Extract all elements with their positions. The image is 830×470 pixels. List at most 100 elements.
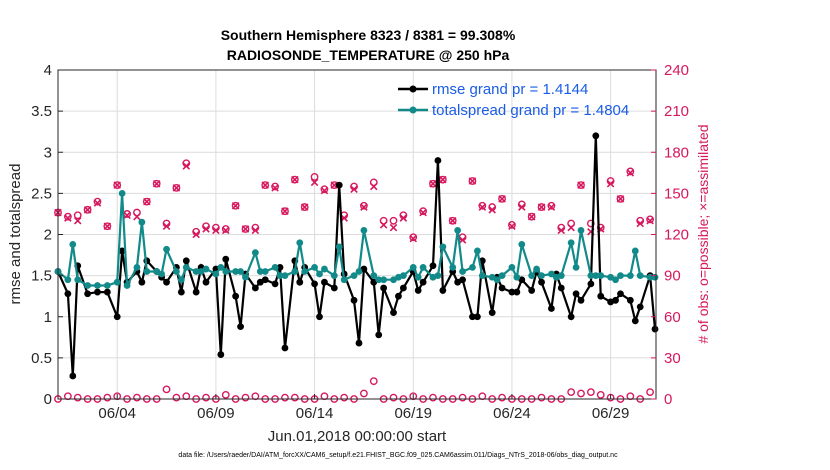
assimilated-obs-marker bbox=[458, 236, 467, 244]
series-point-1 bbox=[651, 273, 659, 281]
series-line-0 bbox=[56, 135, 657, 377]
legend: rmse grand pr = 1.4144 totalspread grand… bbox=[398, 81, 629, 119]
assimilated-obs-marker bbox=[162, 222, 171, 231]
assimilated-obs-marker bbox=[320, 186, 329, 195]
series-point-1 bbox=[335, 243, 343, 251]
y-tick-label-right: 0 bbox=[664, 391, 672, 408]
possible-obs-marker bbox=[93, 197, 102, 206]
possible-obs-marker bbox=[320, 185, 329, 194]
assimilated-obs-marker bbox=[389, 223, 398, 232]
y-tick-label-right: 210 bbox=[664, 103, 689, 120]
series-point-1 bbox=[419, 264, 427, 271]
series-point-0 bbox=[612, 296, 619, 304]
possible-obs-marker bbox=[172, 393, 181, 402]
possible-obs-marker bbox=[586, 219, 595, 228]
assimilated-obs-marker bbox=[616, 195, 625, 203]
series-point-1 bbox=[360, 226, 368, 234]
series-point-1 bbox=[113, 278, 121, 286]
series-point-1 bbox=[547, 270, 555, 278]
assimilated-obs-marker bbox=[281, 207, 289, 215]
possible-obs-marker bbox=[133, 393, 141, 402]
possible-obs-marker bbox=[409, 233, 418, 242]
series-point-1 bbox=[138, 218, 146, 226]
series-point-0 bbox=[316, 313, 323, 321]
series-point-1 bbox=[439, 243, 447, 251]
series-point-1 bbox=[434, 272, 442, 280]
possible-obs-marker bbox=[162, 385, 171, 394]
x-tick-label: 06/04 bbox=[98, 405, 136, 422]
series-point-1 bbox=[597, 272, 605, 280]
y-tick-label-left: 2 bbox=[44, 227, 52, 244]
possible-obs-marker bbox=[340, 393, 349, 402]
assimilated-obs-marker bbox=[310, 178, 319, 187]
assimilated-obs-marker bbox=[399, 214, 408, 222]
assimilated-obs-marker bbox=[606, 180, 615, 188]
series-point-0 bbox=[473, 313, 481, 321]
assimilated-obs-marker bbox=[419, 208, 427, 217]
possible-obs-marker bbox=[83, 205, 92, 214]
series-point-1 bbox=[291, 268, 299, 275]
series-point-1 bbox=[375, 276, 383, 284]
y-tick-label-left: 0.5 bbox=[31, 350, 52, 367]
series-point-0 bbox=[163, 278, 170, 286]
possible-obs-marker bbox=[586, 388, 595, 397]
series-point-1 bbox=[380, 276, 388, 284]
series-point-1 bbox=[251, 249, 259, 256]
possible-obs-marker bbox=[389, 216, 398, 225]
axes: 0 0.5 1 1.5 2 2.5 3 3.5 4 0 30 60 90 120 150 180 210 240 0… bbox=[31, 62, 689, 422]
series-point-0 bbox=[103, 288, 111, 296]
series-point-0 bbox=[202, 278, 210, 286]
series-point-0 bbox=[469, 313, 476, 321]
series-point-0 bbox=[459, 276, 466, 284]
series-point-0 bbox=[547, 305, 555, 312]
series-point-0 bbox=[626, 296, 634, 304]
series-point-0 bbox=[439, 287, 447, 294]
assimilated-obs-marker bbox=[64, 214, 72, 222]
assimilated-obs-marker bbox=[567, 223, 575, 232]
possible-obs-marker bbox=[646, 388, 654, 397]
chart-subtitle: RADIOSONDE_TEMPERATURE @ 250 hPa bbox=[227, 47, 510, 63]
series-point-0 bbox=[69, 372, 77, 380]
series-point-0 bbox=[557, 284, 565, 292]
series-point-0 bbox=[399, 284, 407, 292]
y-axis-label-right: # of obs: o=possible; ×=assimilated bbox=[695, 124, 711, 343]
possible-obs-marker bbox=[73, 211, 82, 220]
possible-obs-marker bbox=[626, 392, 635, 401]
series-point-0 bbox=[429, 262, 437, 270]
possible-obs-marker bbox=[63, 212, 72, 221]
series-point-1 bbox=[528, 272, 536, 280]
series-point-1 bbox=[587, 272, 595, 280]
series-point-0 bbox=[528, 287, 536, 294]
series-point-0 bbox=[350, 296, 358, 304]
series-point-1 bbox=[454, 226, 462, 234]
series-point-1 bbox=[212, 270, 220, 278]
possible-obs-marker bbox=[508, 221, 516, 229]
series-point-0 bbox=[113, 313, 121, 321]
possible-obs-marker bbox=[547, 201, 556, 210]
series-point-0 bbox=[222, 255, 230, 263]
series-point-1 bbox=[572, 264, 580, 271]
possible-obs-marker bbox=[182, 392, 191, 401]
assimilated-obs-marker bbox=[251, 226, 260, 235]
assimilated-obs-marker bbox=[557, 226, 566, 235]
series-lines bbox=[54, 132, 659, 380]
possible-obs-marker bbox=[152, 179, 161, 188]
series-point-1 bbox=[592, 272, 600, 280]
series-point-1 bbox=[173, 268, 180, 275]
possible-obs-marker bbox=[360, 389, 368, 398]
assimilated-obs-marker bbox=[488, 206, 496, 214]
possible-obs-marker bbox=[448, 216, 457, 225]
series-point-1 bbox=[513, 273, 521, 281]
y-tick-label-right: 150 bbox=[664, 185, 689, 202]
assimilated-obs-marker bbox=[212, 226, 220, 235]
possible-obs-marker bbox=[241, 225, 250, 233]
series-point-0 bbox=[508, 288, 516, 296]
legend-marker-totalspread bbox=[409, 106, 417, 114]
series-point-0 bbox=[118, 247, 126, 255]
possible-obs-marker bbox=[310, 173, 319, 181]
series-point-0 bbox=[261, 276, 269, 284]
series-point-1 bbox=[626, 272, 634, 280]
assimilated-obs-marker bbox=[330, 181, 339, 189]
series-point-1 bbox=[163, 245, 170, 253]
series-point-1 bbox=[256, 268, 264, 275]
